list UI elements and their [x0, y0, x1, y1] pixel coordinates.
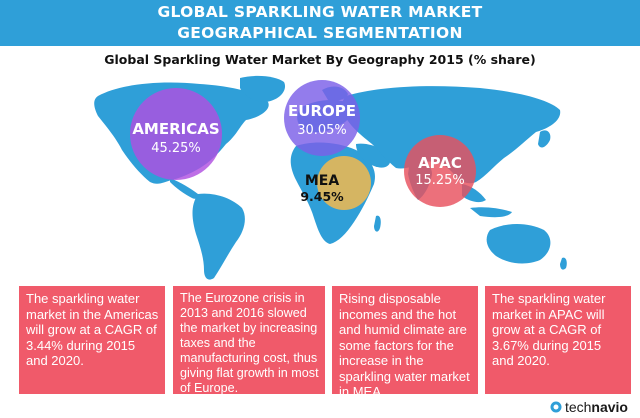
- bubble-europe: [284, 80, 360, 156]
- bubble-mea: [317, 156, 371, 210]
- label-europe: EUROPE: [288, 102, 356, 120]
- americas-insight-card: The sparkling water market in the Americ…: [19, 286, 165, 394]
- value-europe: 30.05%: [297, 123, 347, 138]
- chart-title: Global Sparkling Water Market By Geograp…: [104, 52, 536, 67]
- technavio-logo: technavio: [550, 398, 628, 416]
- logo-text-part1: tech: [564, 399, 592, 415]
- europe-insight-card: The Eurozone crisis in 2013 and 2016 slo…: [173, 286, 325, 394]
- mea-insight-card: Rising disposable incomes and the hot an…: [332, 286, 478, 394]
- central-america-shape: [170, 178, 199, 199]
- apac-insight-card: The sparkling water market in APAC will …: [485, 286, 631, 394]
- middle-east-shape: [356, 143, 391, 168]
- indonesia-shape: [470, 207, 512, 218]
- bubble-apac: [404, 135, 476, 207]
- world-map-svg: AMERICAS 45.25% EUROPE 30.05% MEA 9.45% …: [94, 75, 567, 280]
- madagascar-shape: [374, 215, 381, 232]
- value-apac: 15.25%: [415, 173, 465, 188]
- asia-shape: [342, 86, 561, 184]
- label-mea: MEA: [305, 173, 339, 189]
- australia-shape: [486, 224, 551, 264]
- label-americas: AMERICAS: [132, 120, 219, 138]
- world-map-chart: AMERICAS 45.25% EUROPE 30.05% MEA 9.45% …: [0, 70, 640, 285]
- greenland-shape: [240, 75, 286, 102]
- south-america-shape: [192, 193, 245, 280]
- bubble-americas: [130, 88, 222, 180]
- logo-text-part2: navio: [591, 399, 628, 415]
- header-banner: GLOBAL SPARKLING WATER MARKET GEOGRAPHIC…: [0, 0, 640, 46]
- technavio-logo-icon: [550, 401, 562, 413]
- value-americas: 45.25%: [151, 141, 201, 156]
- japan-shape: [538, 130, 551, 148]
- header-title-line1: GLOBAL SPARKLING WATER MARKET: [157, 3, 483, 21]
- new-zealand-shape: [560, 257, 567, 270]
- header-title-line2: GEOGRAPHICAL SEGMENTATION: [177, 24, 463, 42]
- label-apac: APAC: [418, 154, 462, 172]
- value-mea: 9.45%: [300, 189, 344, 204]
